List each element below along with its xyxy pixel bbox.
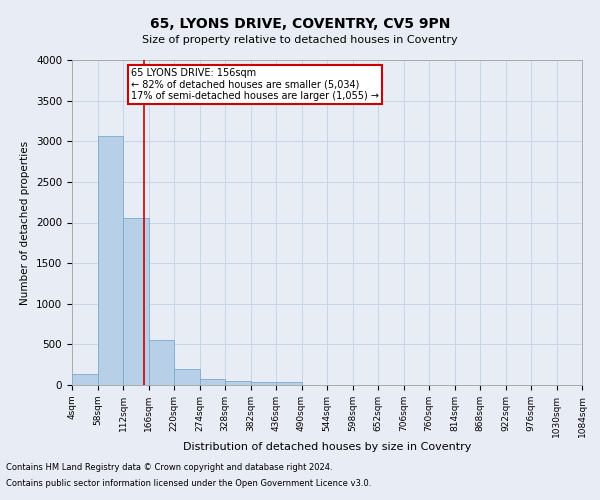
Bar [97,136,123,385]
Bar [276,382,302,385]
Bar [149,340,174,385]
Text: 65, LYONS DRIVE, COVENTRY, CV5 9PN: 65, LYONS DRIVE, COVENTRY, CV5 9PN [150,18,450,32]
Text: Size of property relative to detached houses in Coventry: Size of property relative to detached ho… [142,35,458,45]
Bar [123,218,149,385]
Bar [251,382,276,385]
Y-axis label: Number of detached properties: Number of detached properties [20,140,31,304]
X-axis label: Distribution of detached houses by size in Coventry: Distribution of detached houses by size … [183,442,471,452]
Text: Contains public sector information licensed under the Open Government Licence v3: Contains public sector information licen… [6,478,371,488]
Text: Contains HM Land Registry data © Crown copyright and database right 2024.: Contains HM Land Registry data © Crown c… [6,464,332,472]
Text: 65 LYONS DRIVE: 156sqm
← 82% of detached houses are smaller (5,034)
17% of semi-: 65 LYONS DRIVE: 156sqm ← 82% of detached… [131,68,379,102]
Bar [200,378,225,385]
Bar [225,380,251,385]
Bar [72,374,97,385]
Bar [174,369,199,385]
